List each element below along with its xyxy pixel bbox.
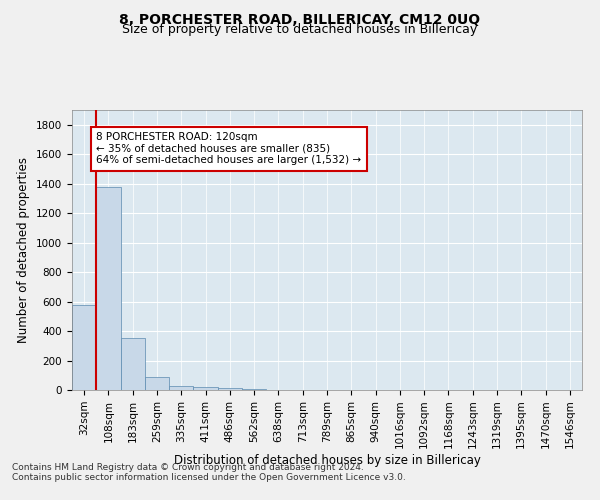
X-axis label: Distribution of detached houses by size in Billericay: Distribution of detached houses by size …: [173, 454, 481, 467]
Text: 8, PORCHESTER ROAD, BILLERICAY, CM12 0UQ: 8, PORCHESTER ROAD, BILLERICAY, CM12 0UQ: [119, 12, 481, 26]
Text: Size of property relative to detached houses in Billericay: Size of property relative to detached ho…: [122, 22, 478, 36]
Text: Contains public sector information licensed under the Open Government Licence v3: Contains public sector information licen…: [12, 474, 406, 482]
Bar: [218, 388, 242, 390]
Bar: [96, 186, 121, 390]
Y-axis label: Number of detached properties: Number of detached properties: [17, 157, 31, 343]
Text: Contains HM Land Registry data © Crown copyright and database right 2024.: Contains HM Land Registry data © Crown c…: [12, 464, 364, 472]
Bar: [242, 388, 266, 390]
Bar: [145, 376, 169, 390]
Bar: [169, 386, 193, 390]
Bar: [72, 304, 96, 390]
Text: 8 PORCHESTER ROAD: 120sqm
← 35% of detached houses are smaller (835)
64% of semi: 8 PORCHESTER ROAD: 120sqm ← 35% of detac…: [96, 132, 361, 166]
Bar: [121, 338, 145, 390]
Bar: [193, 387, 218, 390]
